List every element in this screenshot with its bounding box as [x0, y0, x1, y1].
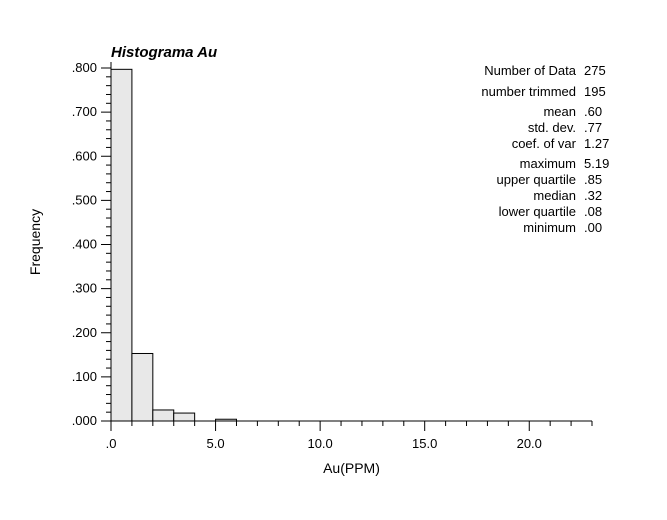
stat-value: .77	[584, 120, 602, 135]
stat-label: mean	[543, 104, 576, 119]
stat-value: .32	[584, 188, 602, 203]
ticks-group: .000 .100 .200 .300 .400 .500 .600 .700 .800 .0 5.…	[72, 60, 593, 451]
y-tick-label: .700	[72, 104, 97, 119]
stat-value: .85	[584, 172, 602, 187]
stat-label: coef. of var	[512, 136, 577, 151]
x-tick-label: 5.0	[207, 436, 225, 451]
statistics-panel: Number of Data 275 number trimmed 195 mean .6…	[481, 63, 609, 235]
y-tick-label: .200	[72, 325, 97, 340]
histogram-bar	[173, 412, 196, 422]
x-tick-label: 20.0	[517, 436, 542, 451]
stat-value: .60	[584, 104, 602, 119]
stat-value: 195	[584, 84, 606, 99]
y-tick-label: .800	[72, 60, 97, 75]
bars-group	[110, 68, 237, 422]
x-tick-label: 15.0	[412, 436, 437, 451]
chart-title: Histograma Au	[111, 44, 217, 61]
histogram-bar	[131, 352, 154, 422]
x-tick-label: 10.0	[307, 436, 332, 451]
stat-value: .08	[584, 204, 602, 219]
stat-value: 5.19	[584, 156, 609, 171]
stat-label: std. dev.	[528, 120, 576, 135]
y-tick-label: .100	[72, 369, 97, 384]
axes-group	[110, 62, 592, 422]
histogram-bar	[152, 409, 175, 422]
y-tick-label: .000	[72, 413, 97, 428]
stat-value: 275	[584, 63, 606, 78]
stat-label: lower quartile	[499, 204, 576, 219]
stat-value: 1.27	[584, 136, 609, 151]
stat-label: minimum	[523, 220, 576, 235]
stat-value: .00	[584, 220, 602, 235]
histogram-bar	[110, 68, 133, 422]
y-tick-label: .600	[72, 148, 97, 163]
y-tick-label: .300	[72, 281, 97, 296]
y-tick-label: .400	[72, 237, 97, 252]
stat-label: median	[533, 188, 576, 203]
stat-label: Number of Data	[484, 63, 577, 78]
stat-label: maximum	[520, 156, 576, 171]
x-tick-label: .0	[106, 436, 117, 451]
x-axis-label: Au(PPM)	[323, 460, 380, 476]
y-axis-label: Frequency	[27, 209, 43, 275]
stat-label: number trimmed	[481, 84, 576, 99]
y-tick-label: .500	[72, 192, 97, 207]
stat-label: upper quartile	[497, 172, 577, 187]
